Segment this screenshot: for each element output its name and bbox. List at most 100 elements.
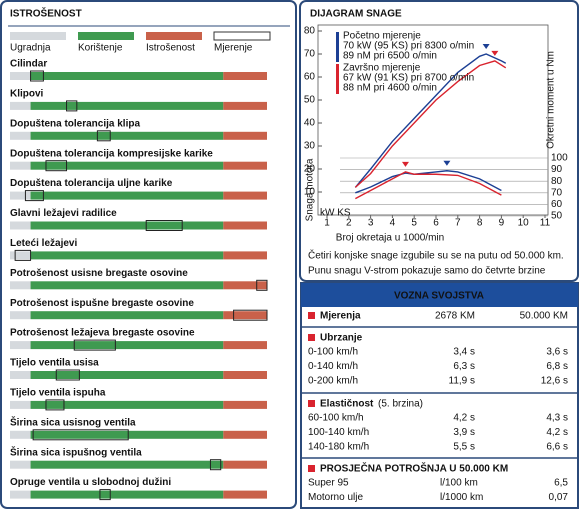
row-label: Glavni ležajevi radilice (10, 208, 117, 219)
annotation-line: 89 nM pri 6500 o/min (343, 51, 437, 62)
bar-usage (30, 161, 224, 170)
annotation-line: 67 kW (91 KS) pri 8700 o/min (343, 73, 474, 84)
row-value: l/100 km (440, 478, 478, 489)
row-value: l/1000 km (440, 492, 483, 503)
bullet (308, 334, 315, 341)
table-title: VOZNA SVOJSTVA (394, 291, 484, 302)
y-tick-label: 30 (304, 141, 316, 152)
legend-label: Istrošenost (146, 43, 195, 54)
bar-usage (30, 281, 224, 290)
row-label: Tijelo ventila usisa (10, 358, 99, 369)
bar-wear (223, 131, 267, 140)
bar-wear (223, 400, 267, 409)
row-label: Leteći ležajevi (10, 238, 77, 249)
measure-box (256, 279, 268, 291)
row-label: 100-140 km/h (308, 427, 369, 438)
bar-wear (223, 460, 267, 469)
bar-installed (10, 371, 31, 379)
bullet (308, 312, 315, 319)
row-label: Cilindar (10, 59, 47, 70)
bar-wear (223, 371, 267, 379)
y-unit-label: kW KS (320, 208, 351, 219)
peak-marker (443, 160, 451, 166)
bar-usage (30, 72, 224, 80)
y-tick-label: 10 (304, 187, 316, 198)
table-banner (301, 283, 578, 307)
y2-tick-label: 100 (551, 153, 568, 164)
row-label: 0-100 km/h (308, 347, 358, 358)
row-label: 0-140 km/h (308, 361, 358, 372)
annotation-line: 88 nM pri 4600 o/min (343, 83, 437, 94)
bar-usage (30, 490, 224, 499)
measure-box (30, 70, 44, 82)
peak-marker (491, 50, 499, 56)
bar-wear (223, 341, 267, 350)
section-subtitle: (5. brzina) (378, 399, 423, 410)
x-tick-label: 5 (411, 218, 417, 229)
y2-tick-label: 50 (551, 211, 563, 222)
x-tick-label: 7 (455, 218, 461, 229)
legend-label: Ugradnja (10, 43, 51, 54)
row-value: 3,6 s (546, 347, 568, 358)
series-line (355, 170, 502, 194)
row-value: 5,5 s (453, 442, 475, 453)
bar-usage (30, 460, 224, 469)
measure-box (24, 190, 44, 202)
bar-usage (30, 131, 224, 140)
header-label: Mjerenja (320, 311, 361, 322)
annotation-bar (336, 32, 339, 62)
x-tick-label: 8 (477, 218, 483, 229)
row-label: Dopuštena tolerancija uljne karike (10, 178, 173, 189)
bar-installed (10, 72, 31, 80)
bar-installed (10, 400, 31, 409)
y2-tick-label: 80 (551, 176, 563, 187)
x-tick-label: 6 (433, 218, 439, 229)
bar-usage (30, 311, 224, 320)
bar-wear (223, 311, 267, 320)
row-label: Dopuštena tolerancija klipa (10, 118, 140, 129)
measure-box (32, 429, 129, 441)
annotation-line: 70 kW (95 KS) pri 8300 o/min (343, 41, 474, 52)
bar-installed (10, 341, 31, 350)
bar-wear (223, 221, 267, 230)
bar-wear (223, 430, 267, 439)
y-axis-label: Snaga motora (305, 158, 316, 221)
bar-installed (10, 490, 31, 499)
row-value: 6,8 s (546, 361, 568, 372)
measure-box (96, 130, 111, 142)
bar-installed (10, 281, 31, 290)
measure-box (73, 339, 116, 351)
legend-swatch (146, 32, 202, 40)
row-value: 0,07 (549, 492, 569, 503)
y2-axis-label: Okretni moment u Nm (546, 51, 557, 149)
measure-box (145, 220, 183, 231)
bar-usage (30, 430, 224, 439)
peak-marker (482, 44, 490, 49)
legend-swatch (213, 31, 271, 41)
bar-usage (30, 371, 224, 379)
y-tick-label: 70 (304, 49, 316, 60)
bar-usage (30, 341, 224, 350)
legend-label: Mjerenje (214, 43, 253, 54)
x-tick-label: 11 (540, 218, 551, 229)
measure-box (66, 100, 78, 112)
bar-usage (30, 191, 224, 200)
row-value: 11,9 s (449, 376, 476, 387)
plot-frame (317, 24, 549, 216)
row-label: Širina sica ispušnog ventila (10, 445, 142, 458)
bar-installed (10, 430, 31, 439)
x-tick-label: 2 (346, 218, 352, 229)
section-title: Ubrzanje (320, 333, 363, 344)
bullet (308, 465, 315, 472)
measure-box (45, 160, 68, 172)
row-label: Potrošenost usisne bregaste osovine (10, 268, 188, 279)
y2-tick-label: 90 (551, 164, 563, 175)
x-tick-label: 4 (390, 218, 396, 229)
annotation-bar (336, 64, 339, 94)
y2-tick-label: 70 (551, 187, 563, 198)
bar-wear (223, 161, 267, 170)
caption: Četiri konjske snage izgubile su se na p… (308, 249, 564, 262)
bar-wear (223, 490, 267, 499)
y2-tick-label: 60 (551, 199, 563, 210)
bullet (308, 400, 315, 407)
